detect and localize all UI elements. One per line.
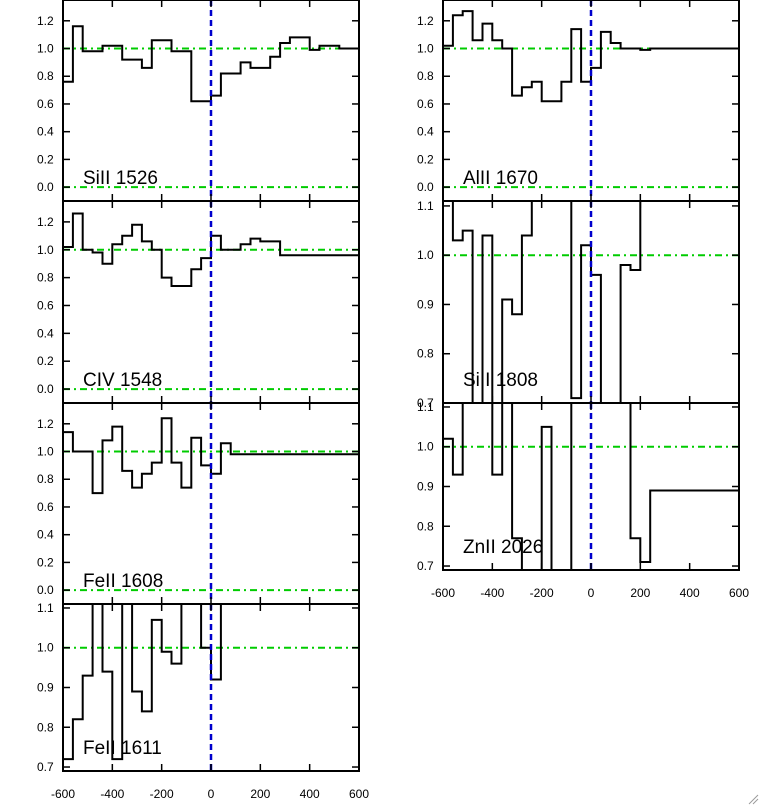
x-tick-label: -400 xyxy=(100,787,124,801)
line-label: FeII 1608 xyxy=(83,571,163,592)
y-tick-label: 1.0 xyxy=(417,42,434,56)
line-label: FeII 1611 xyxy=(83,738,162,759)
y-tick-label: 0.9 xyxy=(37,681,54,695)
x-tick-label: -600 xyxy=(51,787,75,801)
y-tick-label: 0.8 xyxy=(37,69,54,83)
x-tick-label: -200 xyxy=(530,586,554,600)
panel-siii-1526: 0.0 0.2 0.4 0.6 0.8 1.0 1.2 SiII 1526 xyxy=(37,0,360,202)
y-tick-label: 0.7 xyxy=(37,760,54,774)
line-label: ZnII 2026 xyxy=(463,537,543,558)
panel-civ-1548: 0.0 0.2 0.4 0.6 0.8 1.0 1.2 CIV 1548 xyxy=(37,200,360,404)
y-tick-label: 0.4 xyxy=(417,125,434,139)
y-tick-label: 0.6 xyxy=(37,500,54,514)
y-tick-label: 0.4 xyxy=(37,125,54,139)
y-tick-label: 1.2 xyxy=(417,14,434,28)
y-tick-label: 0.2 xyxy=(37,354,54,368)
y-tick-label: 0.0 xyxy=(37,583,54,597)
y-tick-label: 0.8 xyxy=(417,347,434,361)
y-tick-label: 1.0 xyxy=(37,445,54,459)
y-tick-label: 1.0 xyxy=(37,42,54,56)
y-tick-label: 1.1 xyxy=(417,199,434,213)
x-tick-label: 0 xyxy=(208,787,215,801)
y-tick-label: 0.6 xyxy=(37,298,54,312)
y-tick-label: 0.0 xyxy=(417,180,434,194)
y-tick-label: 0.4 xyxy=(37,326,54,340)
line-label: AlII 1670 xyxy=(463,168,538,189)
resize-handle-icon xyxy=(748,794,759,805)
y-tick-label: 1.2 xyxy=(37,215,54,229)
spectrum-series xyxy=(63,212,359,287)
y-tick-label: 1.0 xyxy=(417,248,434,262)
y-tick-label: 0.0 xyxy=(37,382,54,396)
spectrum-series xyxy=(443,10,739,103)
spectrum-series xyxy=(63,417,359,495)
panel-siii-1808: 0.7 0.8 0.9 1.0 1.1 SiII 1808 xyxy=(417,199,740,410)
line-label: CIV 1548 xyxy=(83,370,162,391)
line-label: SiII 1808 xyxy=(463,370,538,391)
y-tick-label: 1.2 xyxy=(37,417,54,431)
y-tick-label: 1.1 xyxy=(417,400,434,414)
x-tick-label: 400 xyxy=(300,787,320,801)
y-tick-label: 0.9 xyxy=(417,297,434,311)
y-tick-label: 0.0 xyxy=(37,180,54,194)
y-tick-label: 0.8 xyxy=(417,519,434,533)
y-tick-label: 0.7 xyxy=(417,396,434,410)
y-tick-label: 0.8 xyxy=(37,472,54,486)
y-tick-label: 0.4 xyxy=(37,528,54,542)
x-tick-label: 0 xyxy=(588,586,595,600)
y-tick-label: 0.6 xyxy=(417,97,434,111)
y-tick-label: 0.8 xyxy=(417,69,434,83)
panel-feii-1608: 0.0 0.2 0.4 0.6 0.8 1.0 1.2 FeII 1608 xyxy=(37,402,360,605)
x-tick-label: -400 xyxy=(480,586,504,600)
panel-alii-1670: 0.0 0.2 0.4 0.6 0.8 1.0 1.2 AlII 1670 xyxy=(417,0,740,202)
y-tick-label: 0.2 xyxy=(417,152,434,166)
y-tick-label: 1.0 xyxy=(37,641,54,655)
x-tick-label: 400 xyxy=(680,586,700,600)
y-tick-label: 1.0 xyxy=(37,243,54,257)
line-label: SiII 1526 xyxy=(83,168,158,189)
y-tick-label: 0.7 xyxy=(417,559,434,573)
panel-feii-1611: 0.7 0.8 0.9 1.0 1.1 -600 -400 -200 0 200 400 600 FeI… xyxy=(37,601,369,801)
y-tick-label: 0.2 xyxy=(37,555,54,569)
x-tick-label: -600 xyxy=(431,586,455,600)
y-tick-label: 0.9 xyxy=(417,480,434,494)
y-tick-label: 0.8 xyxy=(37,720,54,734)
panel-znii-2026: 0.7 0.8 0.9 1.0 1.1 -600 -400 -200 0 200 400 600 ZnI… xyxy=(417,400,749,600)
x-tick-label: 600 xyxy=(349,787,369,801)
y-tick-label: 0.8 xyxy=(37,271,54,285)
y-tick-label: 0.6 xyxy=(37,97,54,111)
y-tick-label: 1.2 xyxy=(37,14,54,28)
x-tick-label: -200 xyxy=(150,787,174,801)
x-tick-label: 600 xyxy=(729,586,749,600)
y-tick-label: 1.1 xyxy=(37,601,54,615)
y-tick-label: 1.0 xyxy=(417,440,434,454)
y-tick-label: 0.2 xyxy=(37,152,54,166)
x-tick-label: 200 xyxy=(250,787,270,801)
x-tick-label: 200 xyxy=(630,586,650,600)
